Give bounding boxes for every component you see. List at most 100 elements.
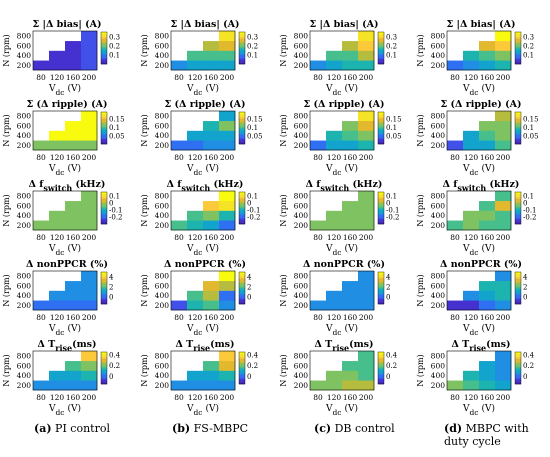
colorbar-tick-label: 0.05 <box>523 132 539 140</box>
colorbar-segment <box>378 372 384 375</box>
colorbar-segment <box>239 283 245 286</box>
panel-title-sub: switch <box>457 183 486 193</box>
heatmap-cell <box>358 200 375 211</box>
colorbar-segment <box>515 36 521 39</box>
colorbar-segment <box>515 46 521 49</box>
colorbar-segment <box>101 380 107 383</box>
y-tick-label: 400 <box>155 131 170 140</box>
colorbar-segment <box>101 201 107 204</box>
colorbar-segment <box>378 363 384 366</box>
panel-title: Δ Trise(ms) <box>315 339 374 353</box>
colorbar-tick-label: 0 <box>109 199 113 207</box>
colorbar-segment <box>239 129 245 132</box>
colorbar-tick-label: 0 <box>247 199 251 207</box>
heatmap-cell <box>479 271 496 282</box>
panel-title-main: Δ f <box>167 179 183 190</box>
colorbar-segment <box>239 368 245 370</box>
colorbar-segment <box>239 352 245 354</box>
x-tick-label: 200 <box>220 393 235 402</box>
colorbar-segment <box>239 142 245 145</box>
colorbar-segment <box>239 355 245 358</box>
colorbar-segment <box>239 200 245 202</box>
colorbar-segment <box>515 379 521 382</box>
x-axis-label: Vdc (V) <box>48 323 81 337</box>
y-axis-label: N (rpm) <box>2 274 11 306</box>
colorbar-segment <box>101 195 107 198</box>
colorbar-segment <box>515 302 521 305</box>
heatmap-cell <box>81 271 98 282</box>
heatmap-cell <box>447 280 464 291</box>
heatmap-cell <box>203 210 220 221</box>
x-tick-label: 80 <box>174 233 184 242</box>
colorbar-segment <box>239 291 245 294</box>
heatmap-cell <box>447 220 464 231</box>
colorbar-segment <box>101 56 107 58</box>
colorbar-segment <box>515 280 521 282</box>
heatmap-cell <box>187 220 204 231</box>
colorbar-segment <box>515 355 521 358</box>
heatmap-cell <box>326 370 343 381</box>
heatmap-cell <box>219 380 236 391</box>
heatmap-cell <box>310 140 327 151</box>
colorbar-segment <box>378 299 384 302</box>
heatmap-cell <box>171 200 188 211</box>
heatmap-cell <box>479 280 496 291</box>
colorbar-segment <box>239 32 245 34</box>
y-axis-label: N (rpm) <box>279 354 288 386</box>
x-tick-label: 160 <box>204 153 219 162</box>
heatmap-cell <box>358 130 375 141</box>
colorbar-segment <box>101 204 107 207</box>
heatmap-cell <box>203 370 220 381</box>
heatmap-cell <box>219 360 236 371</box>
colorbar-segment <box>378 300 384 303</box>
heatmap-cell <box>479 111 496 122</box>
colorbar-segment <box>101 200 107 202</box>
colorbar-segment <box>101 356 107 359</box>
heatmap-cell <box>187 31 204 42</box>
heatmap-cell <box>479 351 496 362</box>
heatmap-cell <box>447 210 464 221</box>
colorbar-segment <box>378 222 384 225</box>
x-tick-label: 80 <box>36 393 46 402</box>
heatmap-cell <box>171 111 188 122</box>
colorbar-segment <box>515 356 521 359</box>
x-tick-label: 120 <box>327 233 342 242</box>
colorbar-segment <box>101 289 107 292</box>
heatmap-cell <box>33 140 50 151</box>
x-tick-label: 200 <box>220 153 235 162</box>
x-tick-label: 160 <box>480 73 495 82</box>
x-tick-label: 120 <box>464 233 479 242</box>
heatmap-cell <box>171 220 188 231</box>
colorbar-segment <box>515 360 521 362</box>
heatmap-cell <box>447 31 464 42</box>
colorbar-segment <box>378 139 384 142</box>
colorbar-segment <box>515 371 521 374</box>
heatmap-cell <box>219 200 236 211</box>
colorbar-segment <box>515 137 521 140</box>
heatmap-cell <box>33 290 50 301</box>
colorbar-tick-label: 0.3 <box>247 33 258 41</box>
colorbar-segment <box>101 124 107 127</box>
x-axis-label-sub: dc <box>55 248 64 257</box>
heatmap-cell <box>342 130 359 141</box>
colorbar-segment <box>378 212 384 215</box>
axes-box <box>309 30 375 71</box>
heatmap-cell <box>310 290 327 301</box>
colorbar-segment <box>378 289 384 292</box>
panel-title-tail: (ms) <box>349 339 373 350</box>
colorbar-segment <box>101 216 107 218</box>
x-axis-label-sub: dc <box>469 408 478 417</box>
heatmap-cell <box>447 290 464 301</box>
colorbar-segment <box>378 200 384 202</box>
heatmap-cell <box>342 300 359 311</box>
heatmap-cell <box>447 40 464 51</box>
colorbar-segment <box>239 134 245 137</box>
colorbar-segment <box>515 289 521 292</box>
colorbar-segment <box>101 374 107 377</box>
